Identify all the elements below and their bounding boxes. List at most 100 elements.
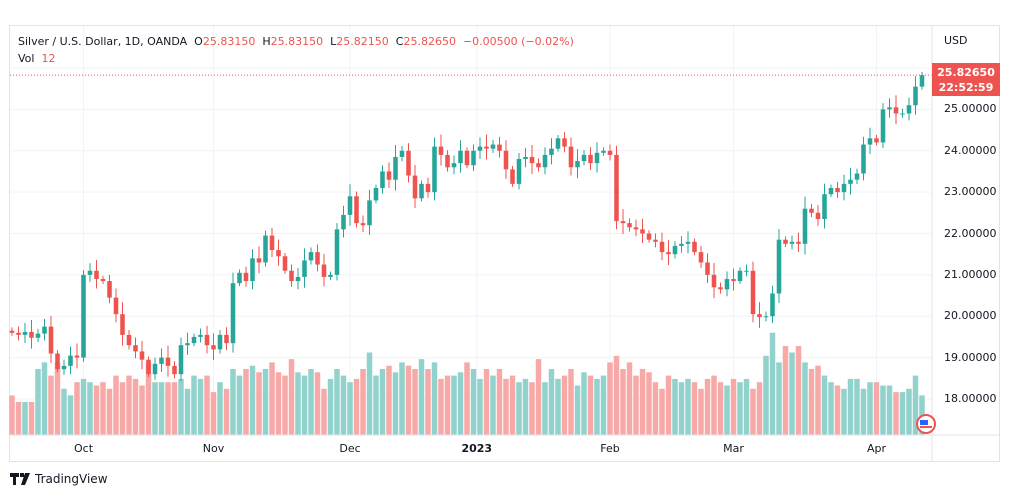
volume-bar: [321, 388, 327, 435]
volume-bar: [795, 345, 802, 435]
volume-bar: [912, 375, 919, 435]
volume-bar: [145, 362, 152, 435]
volume-bar: [886, 385, 893, 435]
volume-bar: [87, 382, 93, 435]
time-tick-label: Apr: [866, 442, 887, 455]
volume-bar: [802, 362, 808, 435]
candle-body: [100, 279, 106, 282]
candle-body: [913, 86, 918, 106]
candle-body: [217, 334, 223, 350]
candle-body: [516, 159, 522, 184]
volume-bar: [28, 402, 35, 435]
high-value: 25.83150: [270, 35, 324, 48]
candle-body: [744, 270, 749, 272]
volume-bar: [899, 392, 906, 435]
volume-bar: [821, 375, 828, 435]
volume-bar: [691, 382, 698, 435]
volume-bar: [314, 372, 321, 435]
volume-bar: [789, 352, 795, 435]
volume-bar: [464, 362, 470, 435]
volume-bar: [490, 375, 496, 435]
candle-body: [659, 241, 665, 253]
candle-body: [282, 256, 288, 271]
volume-bar: [451, 375, 457, 435]
volume-bar: [776, 362, 782, 435]
candle-body: [471, 150, 476, 166]
candle-body: [666, 252, 671, 255]
candle-body: [815, 212, 821, 220]
volume-bar: [678, 382, 685, 435]
volume-bar: [178, 378, 184, 435]
candle-body: [594, 152, 600, 164]
candle-body: [243, 272, 249, 282]
candle-body: [451, 163, 457, 168]
volume-bar: [659, 388, 665, 435]
candle-body: [900, 113, 905, 115]
symbol-title[interactable]: Silver / U.S. Dollar, 1D, OANDA: [18, 35, 188, 48]
volume-value: 12: [41, 52, 56, 65]
candle-body: [432, 146, 437, 193]
candle-body: [880, 109, 886, 143]
candle-body: [724, 279, 730, 290]
volume-bar: [561, 375, 568, 435]
candle-body: [711, 274, 717, 288]
volume-bar: [61, 388, 67, 435]
volume-bar: [893, 392, 899, 435]
candle-body: [22, 331, 28, 335]
volume-bar: [139, 385, 145, 435]
volume-bar: [132, 378, 139, 435]
volume-bar: [717, 382, 724, 435]
volume-bar: [54, 362, 61, 435]
candle-body: [484, 146, 489, 149]
volume-bar: [639, 369, 646, 435]
candle-body: [81, 274, 86, 358]
candle-body: [269, 235, 275, 251]
tradingview-logo-icon: [10, 473, 30, 485]
candle-body: [854, 173, 860, 180]
chart-frame: [9, 25, 1000, 462]
volume-bar: [704, 378, 711, 435]
candle-body: [581, 154, 587, 162]
volume-bar: [730, 378, 737, 435]
candle-body: [529, 156, 535, 164]
change-value: −0.00500 (−0.02%): [462, 35, 574, 48]
volume-bar: [165, 382, 171, 435]
volume-legend: Vol 12: [18, 52, 55, 65]
volume-bar: [243, 369, 249, 435]
candle-body: [256, 258, 262, 263]
volume-bar: [256, 372, 262, 435]
candle-body: [653, 239, 658, 242]
volume-bar: [548, 369, 555, 435]
price-tick-label: 18.00000: [944, 392, 997, 405]
candle-body: [835, 187, 840, 193]
volume-bar: [672, 378, 678, 435]
time-tick-label: 2023: [461, 442, 493, 455]
tradingview-logo[interactable]: TradingView: [10, 472, 108, 486]
candle-body: [705, 262, 710, 275]
volume-bar: [509, 375, 516, 435]
price-tick-label: 21.00000: [944, 267, 997, 281]
volume-bar: [737, 382, 743, 435]
candle-body: [445, 154, 450, 168]
candle-body: [107, 281, 112, 298]
candle-body: [640, 229, 645, 234]
candle-body: [874, 138, 879, 143]
candle-body: [16, 332, 21, 335]
candle-body: [295, 276, 301, 282]
candle-body: [55, 353, 60, 370]
candle-body: [802, 208, 808, 244]
volume-bar: [568, 369, 574, 435]
candle-body: [542, 154, 548, 168]
volume-bar: [503, 378, 509, 435]
candle-body: [841, 183, 847, 193]
candle-body: [347, 196, 353, 215]
candle-body: [263, 235, 268, 263]
candle-body: [549, 148, 554, 155]
volume-bar: [106, 388, 113, 435]
volume-bar: [854, 378, 860, 435]
volume-bar: [126, 375, 132, 435]
volume-bar: [386, 365, 392, 435]
volume-bar: [600, 375, 607, 435]
candle-body: [750, 270, 756, 315]
